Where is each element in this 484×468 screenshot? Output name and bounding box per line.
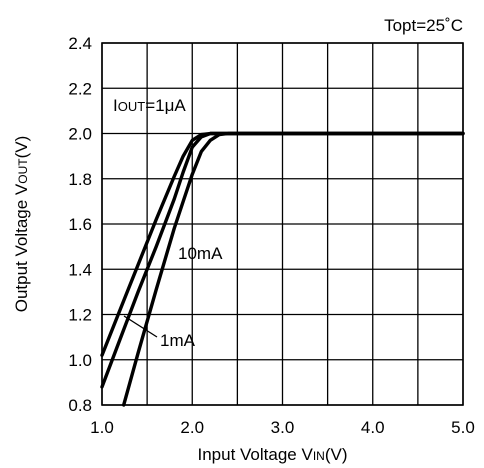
y-tick-label: 0.8: [68, 396, 92, 415]
curve-iout-1ma: [100, 131, 465, 389]
curve-iout-10ma: [122, 131, 465, 407]
y-tick-label: 1.0: [68, 351, 92, 370]
y-tick-label: 2.4: [68, 34, 92, 53]
y-tick-label: 1.8: [68, 170, 92, 189]
x-tick-label: 4.0: [361, 418, 385, 437]
x-axis-title: Input Voltage VIN(V): [198, 445, 348, 464]
series-label-1ma: 1mA: [160, 331, 196, 350]
y-tick-label: 1.6: [68, 215, 92, 234]
x-tick-label: 1.0: [90, 418, 114, 437]
y-tick-label: 2.0: [68, 125, 92, 144]
y-tick-label: 1.2: [68, 306, 92, 325]
label-leader-1ma: [123, 315, 158, 338]
curves: [100, 131, 465, 407]
y-axis-title: Output Voltage VOUT(V): [12, 136, 31, 313]
y-tick-label: 2.2: [68, 79, 92, 98]
tick-labels: 0.8 1.0 1.2 1.4 1.6 1.8 2.0 2.2 2.4 1.0 2.0 3.0 4.0 5…: [68, 34, 474, 437]
x-tick-label: 5.0: [451, 418, 475, 437]
y-tick-label: 1.4: [68, 260, 92, 279]
condition-label: Topt=25˚C: [384, 16, 463, 35]
series-label-1ua: IOUT=1μA: [113, 96, 186, 115]
x-tick-label: 3.0: [271, 418, 295, 437]
series-labels: IOUT=1μA 10mA 1mA: [113, 96, 223, 350]
series-label-10ma: 10mA: [178, 244, 223, 263]
x-tick-label: 2.0: [180, 418, 204, 437]
plot-frame: [101, 42, 464, 406]
